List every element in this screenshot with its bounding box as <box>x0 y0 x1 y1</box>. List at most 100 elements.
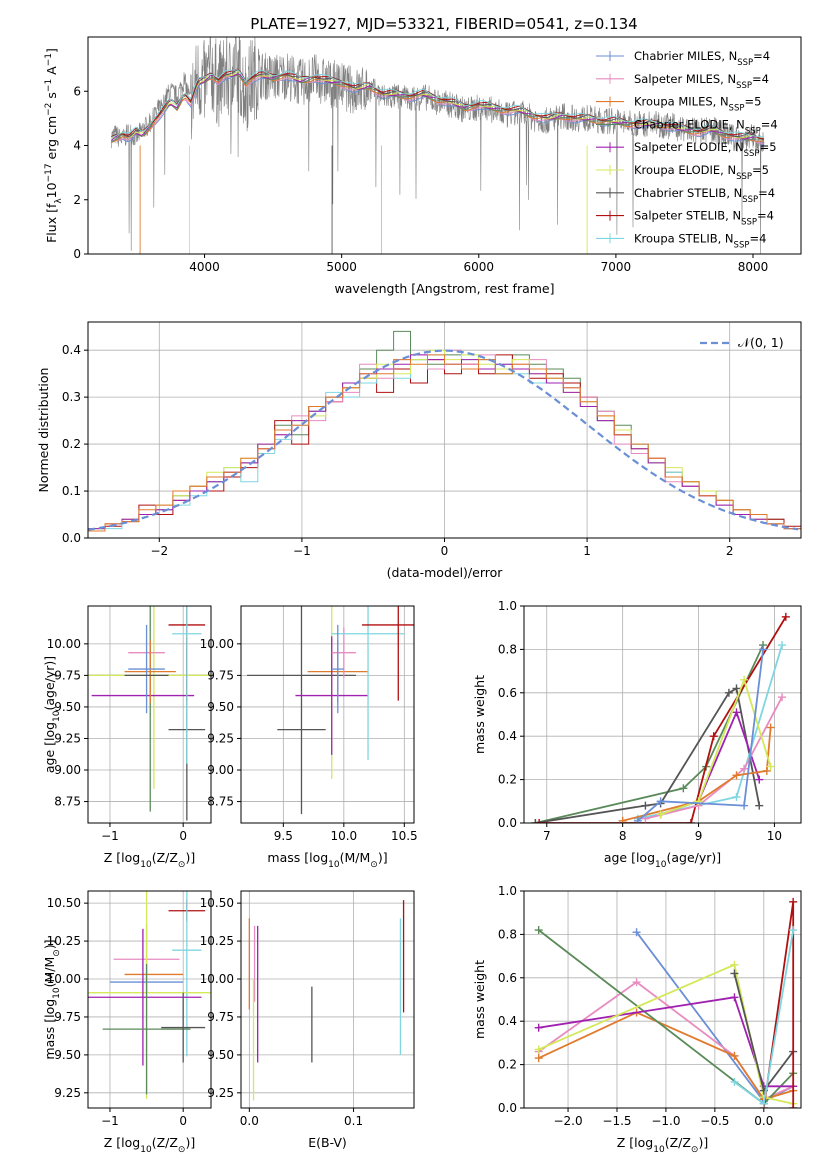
plus-marker <box>789 1104 798 1108</box>
x-tick-label: 0.0 <box>240 1114 259 1128</box>
error-bar-point <box>128 624 165 714</box>
axes-frame <box>523 605 802 824</box>
plus-marker <box>641 814 650 823</box>
plus-marker <box>732 771 741 780</box>
error-bar-point <box>331 624 344 714</box>
x-tick-label: −2.0 <box>553 1114 582 1128</box>
plus-marker <box>766 762 775 771</box>
plus-marker <box>632 978 641 987</box>
y-tick-label: 9.50 <box>207 1048 234 1062</box>
plot-area <box>531 612 790 823</box>
axes-frame <box>87 605 212 824</box>
y-tick-label: 1.0 <box>498 599 517 613</box>
axes-frame <box>523 890 802 1109</box>
plus-marker <box>789 897 798 906</box>
age-vs-metallicity-panel: −1 0 8.75 9.00 9.25 9.50 9.75 10.00 Z [log10(Z/Z… <box>42 605 212 870</box>
y-tick-label: 10.25 <box>47 934 81 948</box>
error-bar-point <box>161 992 206 1063</box>
y-tick-label: 0.0 <box>498 1101 517 1115</box>
y-tick-label: 0.1 <box>62 484 81 498</box>
plus-marker <box>732 708 741 717</box>
mass-weight-vs-metallicity-panel: −2.0 −1.5 −1.0 −0.5 0.0 0.0 0.2 0.4 0.6 0.8 1.0 Z [… <box>472 884 802 1155</box>
y-axis-label: Normed distribution <box>36 368 51 493</box>
x-tick-label: −2 <box>150 544 168 558</box>
x-axis-label: E(B-V) <box>308 1135 347 1150</box>
y-tick-label: 8.75 <box>54 795 81 809</box>
x-tick-label: 7000 <box>601 260 632 274</box>
plus-marker <box>679 784 688 793</box>
plus-marker <box>618 816 627 823</box>
plus-marker <box>730 960 739 969</box>
legend-entry: Kroupa MILES, NSSP=5 <box>634 95 761 114</box>
legend-entry: Salpeter STELIB, NSSP=4 <box>634 209 774 228</box>
y-tick-label: 9.50 <box>54 1048 81 1062</box>
x-tick-label: 2 <box>726 544 734 558</box>
spectrum-panel: 4000 5000 6000 7000 8000 0 2 4 6 wavelength [Angs… <box>44 36 802 296</box>
legend-entry: Salpeter MILES, NSSP=4 <box>634 72 769 91</box>
y-tick-label: 0.4 <box>498 729 517 743</box>
x-tick-label: 4000 <box>189 260 220 274</box>
y-tick-label: 0 <box>73 247 81 261</box>
plus-marker <box>732 792 741 801</box>
y-axis-label: mass weight <box>472 960 487 1039</box>
figure-title: PLATE=1927, MJD=53321, FIBERID=0541, z=0… <box>250 15 637 33</box>
plus-marker <box>730 1077 739 1086</box>
y-tick-label: 0.2 <box>62 437 81 451</box>
x-axis-label: Z [log10(Z/Z⊙)] <box>617 1135 708 1155</box>
error-bar-point <box>331 606 405 760</box>
plus-marker <box>535 819 544 823</box>
plot-area <box>110 37 765 254</box>
plus-marker <box>740 764 749 773</box>
x-tick-label: 5000 <box>326 260 357 274</box>
legend-entry: Chabrier ELODIE, NSSP=4 <box>634 117 778 136</box>
error-bar-point <box>247 606 356 815</box>
y-axis-label: Flux [fλ10−17 erg cm−2 s−1 A−1] <box>44 48 64 243</box>
x-tick-label: 10.0 <box>330 829 357 843</box>
plus-marker <box>709 732 718 741</box>
x-tick-label: 8 <box>619 829 627 843</box>
y-axis-label: mass weight <box>472 675 487 754</box>
legend-entry: Kroupa ELODIE, NSSP=5 <box>634 163 769 182</box>
model-spectrum-line <box>111 74 765 144</box>
error-bar-point <box>172 891 202 1057</box>
plus-marker <box>740 801 749 810</box>
plus-marker <box>755 801 764 810</box>
plus-marker <box>789 926 798 935</box>
plot-area <box>247 606 414 815</box>
mass-weight-line <box>660 677 772 816</box>
x-tick-label: −1.0 <box>651 1114 680 1128</box>
legend-entry: Kroupa STELIB, NSSP=4 <box>634 231 766 250</box>
error-bar-point <box>88 928 202 1066</box>
axes-frame <box>87 890 212 1109</box>
error-bar-point <box>295 636 369 755</box>
plus-marker <box>633 816 642 823</box>
y-tick-label: 10.00 <box>200 972 234 986</box>
plus-marker <box>781 612 790 621</box>
x-tick-label: −1 <box>293 544 311 558</box>
error-bar-point <box>361 606 414 701</box>
y-tick-label: 9.75 <box>207 1010 234 1024</box>
y-tick-label: 1.0 <box>498 884 517 898</box>
x-tick-label: −1.5 <box>602 1114 631 1128</box>
y-tick-label: 9.75 <box>54 1010 81 1024</box>
y-tick-label: 0.0 <box>62 531 81 545</box>
legend-entry: 𝒩(0, 1) <box>738 335 784 350</box>
x-axis-label: Z [log10(Z/Z⊙)] <box>104 1135 195 1155</box>
plus-marker <box>759 1099 768 1108</box>
plus-marker <box>531 819 540 823</box>
y-tick-label: 0.6 <box>498 686 517 700</box>
y-tick-label: 2 <box>73 193 81 207</box>
y-tick-label: 0.4 <box>498 1014 517 1028</box>
x-tick-label: 0 <box>179 1114 187 1128</box>
y-tick-label: 9.75 <box>54 668 81 682</box>
x-tick-label: 7 <box>543 829 551 843</box>
legend-entry: Chabrier STELIB, NSSP=4 <box>634 186 775 205</box>
plus-marker <box>755 775 764 784</box>
error-bar-point <box>102 963 191 1095</box>
y-tick-label: 0.3 <box>62 390 81 404</box>
plus-marker <box>656 797 665 806</box>
x-axis-label: mass [log10(M/M⊙)] <box>267 850 387 870</box>
model-spectrum-line <box>111 68 765 140</box>
x-tick-label: 10 <box>767 829 782 843</box>
